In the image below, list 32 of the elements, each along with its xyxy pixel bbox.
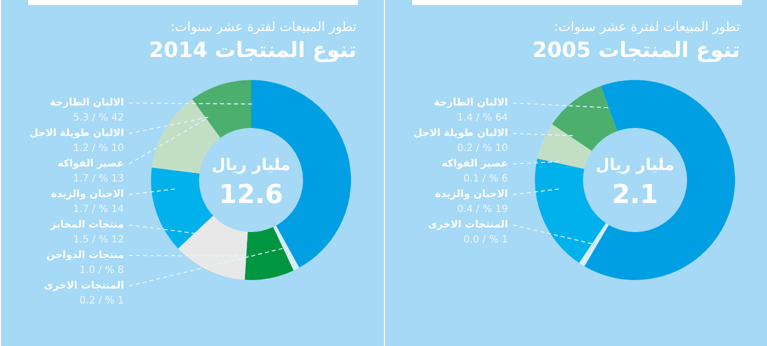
chart-title: تنوع المنتجات 2014 xyxy=(149,38,356,62)
text: 12.6 xyxy=(218,180,284,210)
slice-label: الالبان طويلة الاجل xyxy=(29,128,124,140)
data-label: 1.2 / % 10 xyxy=(72,143,124,154)
chart-title: تنوع المنتجات 2005 xyxy=(532,38,740,62)
slice-label: الالبان الطازجة xyxy=(50,98,124,109)
slice-label: المنتجات الاخرى xyxy=(44,280,124,292)
slice-label: الالبان طويلة الاجل xyxy=(412,128,508,140)
data-label: 0.2 / % 1 xyxy=(79,296,124,307)
slice-label: الاجبان والزبدة xyxy=(51,189,124,200)
text: مليار ريال xyxy=(212,155,290,174)
data-label: 5.3 / % 42 xyxy=(72,112,124,124)
data-label: 1.4 / % 64 xyxy=(456,112,508,124)
slice-label: الاجبان والزبدة xyxy=(434,189,508,200)
data-label: 0.2 / % 10 xyxy=(456,143,508,154)
slice-label: منتجات الدواجن xyxy=(46,250,124,262)
text: مليار ريال xyxy=(595,155,674,174)
slice-label: منتجات المخابز xyxy=(49,220,124,231)
data-label: 0.4 / % 19 xyxy=(456,204,508,216)
data-label: 1.5 / % 12 xyxy=(72,234,124,246)
data-label: 1.7 / % 13 xyxy=(72,174,124,185)
slice-label: عصير الفواكه xyxy=(441,158,508,170)
chart-subtitle: تطور المبيعات لفترة عشر سنوات: xyxy=(554,20,740,35)
slice-label: عصير الفواكه xyxy=(58,158,124,170)
data-label: 1.7 / % 14 xyxy=(72,204,124,216)
chart-subtitle: تطور المبيعات لفترة عشر سنوات: xyxy=(170,20,356,35)
data-label: 0.0 / % 1 xyxy=(462,234,508,246)
text: 2.1 xyxy=(611,180,658,210)
slice-label: الالبان الطازجة xyxy=(433,98,508,109)
data-label: 0.1 / % 6 xyxy=(462,174,508,185)
slice-label: المنتجات الاخرى xyxy=(427,220,508,231)
data-label: 1.0 / % 8 xyxy=(79,265,124,276)
